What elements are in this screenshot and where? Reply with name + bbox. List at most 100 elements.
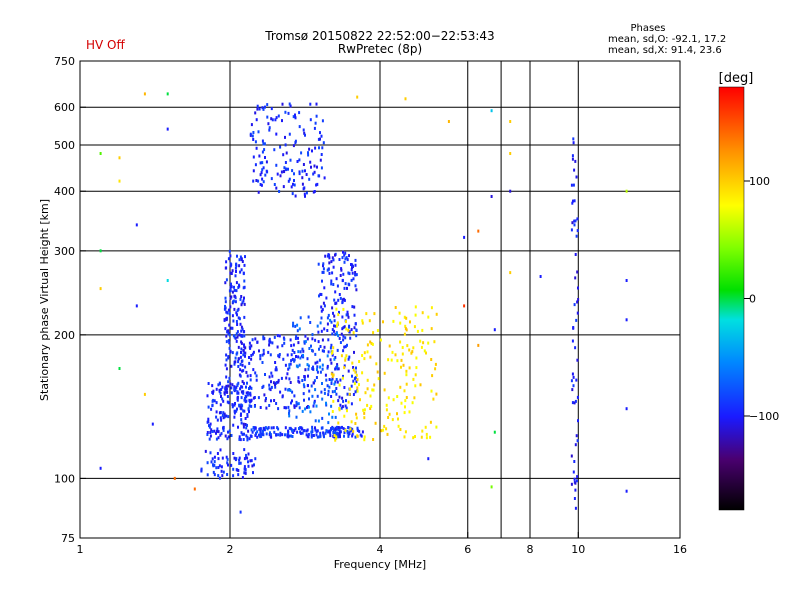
cluster-point [331, 328, 334, 332]
cluster-point [257, 396, 260, 400]
cluster-point [340, 268, 343, 272]
sparse-point [143, 92, 146, 96]
cluster-point [229, 382, 232, 386]
cluster-point [254, 337, 257, 341]
cluster-point [239, 270, 242, 274]
cluster-point [412, 377, 415, 381]
cluster-point [325, 401, 327, 405]
cluster-point [228, 323, 231, 327]
cluster-point [226, 330, 229, 334]
cluster-point [269, 340, 272, 344]
cluster-point [337, 426, 340, 429]
cluster-point [575, 318, 578, 322]
cluster-point [310, 430, 313, 434]
cluster-point [574, 506, 577, 510]
cluster-point [331, 351, 333, 355]
cluster-point [294, 113, 296, 117]
cluster-point [246, 381, 248, 385]
cluster-point [225, 340, 228, 344]
cluster-point [277, 427, 280, 431]
cluster-point [217, 430, 220, 434]
cluster-point [255, 179, 258, 182]
sparse-point [625, 489, 628, 493]
cluster-point [250, 357, 253, 361]
cluster-point [414, 435, 416, 438]
cluster-point [245, 426, 248, 430]
cluster-point [264, 173, 267, 177]
cluster-point [371, 342, 374, 346]
cluster-point [225, 353, 228, 357]
cluster-point [236, 313, 238, 317]
cluster-point [334, 427, 337, 431]
cluster-point [265, 160, 268, 164]
cluster-point [575, 175, 578, 179]
cluster-point [327, 393, 330, 397]
cluster-point [573, 168, 576, 172]
cluster-point [305, 433, 308, 437]
cluster-point [320, 309, 323, 313]
cluster-point [268, 128, 271, 132]
cluster-point [213, 473, 216, 477]
cluster-point [328, 261, 331, 265]
cluster-point [572, 470, 575, 474]
cluster-point [332, 373, 335, 377]
cluster-point [261, 361, 264, 364]
cluster-point [233, 288, 236, 292]
cluster-point [248, 356, 250, 359]
cluster-point [233, 307, 236, 311]
cluster-point [420, 345, 423, 349]
cluster-point [249, 393, 252, 397]
cluster-point [319, 158, 322, 162]
cluster-point [323, 345, 326, 349]
cluster-point [363, 408, 366, 412]
cluster-point [212, 463, 214, 467]
cluster-point [247, 407, 250, 411]
cluster-point [352, 277, 355, 281]
sparse-point [493, 328, 496, 332]
sparse-point [166, 127, 169, 131]
cluster-point [321, 338, 324, 342]
cluster-point [245, 453, 247, 457]
cluster-point [333, 298, 336, 302]
cluster-point [254, 111, 257, 115]
cluster-point [576, 395, 579, 399]
cluster-point [217, 383, 220, 387]
cluster-point [242, 409, 245, 413]
cluster-point [242, 381, 245, 385]
cluster-point [355, 273, 358, 277]
cluster-point [326, 316, 329, 320]
cluster-point [248, 400, 251, 404]
cluster-point [334, 332, 337, 336]
cluster-point [390, 358, 393, 362]
cluster-point [319, 137, 321, 141]
cluster-point [336, 425, 338, 429]
cluster-point [277, 407, 280, 411]
cluster-point [341, 327, 344, 331]
cluster-point [304, 334, 307, 338]
cluster-point [344, 429, 347, 432]
cluster-point [571, 221, 574, 225]
hv-status: HV Off [86, 38, 125, 52]
cluster-point [206, 394, 209, 398]
cluster-point [304, 340, 307, 344]
cluster-point [244, 255, 246, 259]
cluster-point [413, 325, 416, 329]
cluster-point [238, 437, 241, 441]
cluster-point [430, 306, 433, 310]
cluster-point [301, 379, 304, 382]
cluster-point [280, 376, 283, 380]
cluster-point [572, 326, 575, 329]
cluster-point [401, 346, 404, 349]
cluster-point [346, 429, 349, 433]
cluster-point [206, 431, 209, 434]
cluster-point [328, 256, 331, 260]
cluster-point [244, 365, 247, 369]
cluster-point [295, 400, 298, 404]
cluster-point [212, 470, 215, 474]
cluster-point [297, 341, 300, 345]
cluster-point [206, 473, 209, 477]
cluster-point [430, 389, 433, 393]
cluster-point [215, 415, 218, 419]
cluster-point [339, 274, 342, 277]
cluster-point [283, 341, 286, 345]
